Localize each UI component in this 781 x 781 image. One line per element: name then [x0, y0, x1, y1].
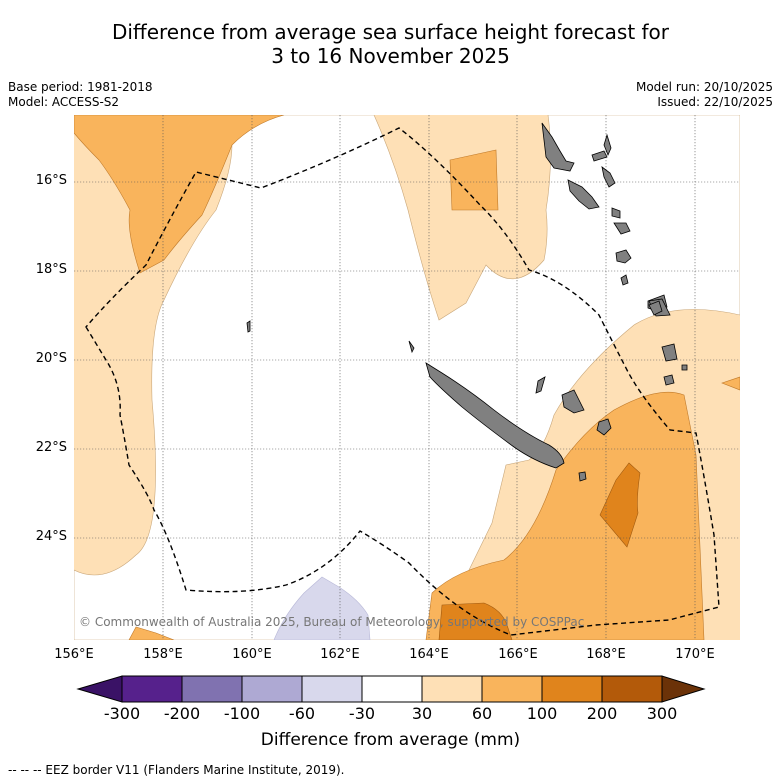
colorbar-bin-100-200 — [541, 675, 603, 703]
orange-region-east — [721, 376, 740, 391]
lat-label-20s: 20°S — [35, 351, 67, 366]
matthew-island — [661, 343, 678, 362]
colorbar-label: Difference from average (mm) — [260, 730, 521, 750]
loyalty-islet-a — [648, 300, 663, 316]
colorbar-tick-neg30: -30 — [348, 704, 376, 723]
loyalty-island-mare — [596, 418, 612, 436]
colorbar-tick-60: 60 — [471, 704, 493, 723]
colorbar-max-extension — [661, 675, 706, 703]
colorbar-tick-neg100: -100 — [223, 704, 261, 723]
meta-right: Model run: 20/10/2025 Issued: 22/10/2025 — [636, 80, 773, 110]
land-masses — [246, 122, 688, 482]
vanuatu-espiritu-santo — [541, 122, 575, 172]
orange-region-northwest — [74, 115, 285, 274]
colorbar-tick-neg200: -200 — [163, 704, 201, 723]
colorbar-tick-300: 300 — [646, 704, 678, 723]
dark-orange-patch-east — [599, 462, 641, 548]
vanuatu-malekula — [567, 179, 600, 210]
colorbar-tick-200: 200 — [586, 704, 618, 723]
lon-label-170e: 170°E — [675, 647, 715, 662]
vanuatu-epi — [611, 207, 621, 219]
colorbar-bin-30-60 — [421, 675, 483, 703]
lon-label-162e: 162°E — [320, 647, 360, 662]
title-line-1: Difference from average sea surface heig… — [111, 20, 670, 44]
map-plot — [74, 115, 740, 640]
colorbar-bin-neg100-neg60 — [241, 675, 303, 703]
hunter-island — [663, 374, 675, 386]
loyalty-island-ouvea — [535, 376, 546, 394]
copyright-notice: © Commonwealth of Australia 2025, Bureau… — [79, 615, 585, 629]
lon-label-164e: 164°E — [409, 647, 449, 662]
orange-region-north — [449, 149, 499, 211]
model-run: Model run: 20/10/2025 — [635, 80, 773, 94]
vanuatu-pentecost — [601, 166, 616, 188]
chesterfield-islet — [246, 320, 251, 333]
lon-label-166e: 166°E — [498, 647, 538, 662]
lon-label-168e: 168°E — [586, 647, 626, 662]
lat-label-18s: 18°S — [35, 262, 67, 277]
lon-label-158e: 158°E — [143, 647, 183, 662]
colorbar-bin-neg200-neg100 — [181, 675, 243, 703]
loyalty-island-lifou — [561, 389, 585, 414]
vanuatu-erromango — [615, 249, 632, 264]
colorbar-tick-neg60: -60 — [288, 704, 316, 723]
lat-label-16s: 16°S — [35, 173, 67, 188]
vanuatu-maewo — [603, 133, 612, 157]
issued-date: Issued: 22/10/2025 — [657, 95, 773, 109]
neutral-region — [74, 115, 740, 640]
colorbar-tick-100: 100 — [526, 704, 558, 723]
belep-islands — [408, 340, 415, 354]
colorbar-bin-neg300-neg200 — [121, 675, 183, 703]
lon-label-156e: 156°E — [54, 647, 94, 662]
eez-legend-note: -- -- -- EEZ border V11 (Flanders Marine… — [8, 763, 345, 777]
base-period: Base period: 1981-2018 — [8, 80, 153, 94]
loyalty-islet-b — [681, 364, 688, 371]
new-caledonia-main-island — [425, 362, 565, 469]
negative-patch — [273, 576, 371, 640]
title-line-2: 3 to 16 November 2025 — [271, 44, 510, 68]
lat-label-24s: 24°S — [35, 529, 67, 544]
vanuatu-efate — [613, 222, 631, 235]
orange-region-southwest — [128, 626, 175, 640]
dark-orange-patch-south — [438, 602, 513, 640]
vanuatu-tanna — [620, 274, 629, 286]
colorbar — [76, 675, 706, 703]
colorbar-bin-60-100 — [481, 675, 543, 703]
map-title: Difference from average sea surface heig… — [0, 20, 781, 68]
graticule — [74, 115, 740, 640]
lon-label-160e: 160°E — [232, 647, 272, 662]
colorbar-bin-neg60-neg30 — [301, 675, 363, 703]
colorbar-bin-200-300 — [601, 675, 663, 703]
colorbar-min-extension — [76, 675, 123, 703]
colorbar-tick-30: 30 — [411, 704, 433, 723]
colorbar-tick-neg300: -300 — [103, 704, 141, 723]
model-name: Model: ACCESS-S2 — [8, 95, 120, 109]
orange-region-southeast — [425, 391, 705, 640]
isle-of-pines — [578, 471, 587, 482]
vanuatu-ambae — [591, 150, 608, 162]
colorbar-bin-neg30-30 — [361, 675, 423, 703]
lat-label-22s: 22°S — [35, 440, 67, 455]
meta-left: Base period: 1981-2018 Model: ACCESS-S2 — [8, 80, 153, 110]
